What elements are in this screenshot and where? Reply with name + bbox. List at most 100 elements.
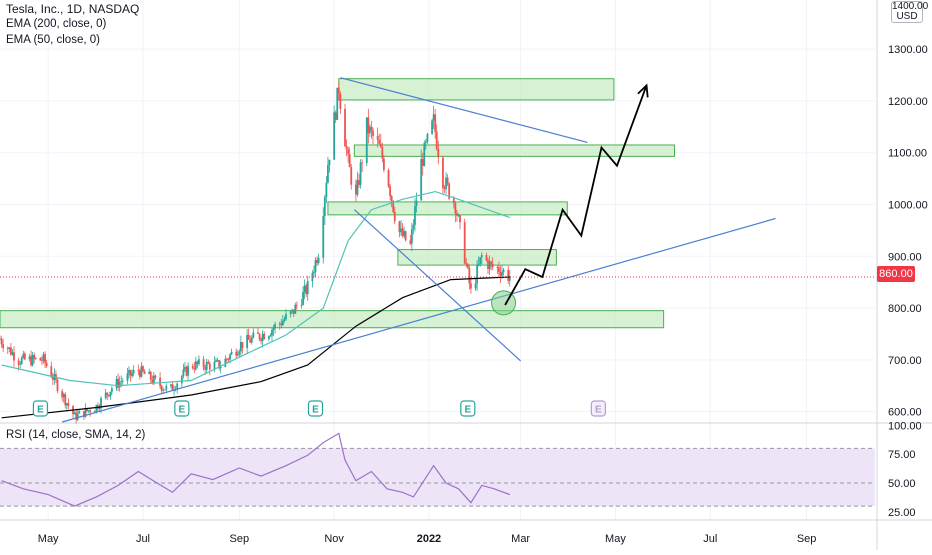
- candle-body: [131, 373, 134, 376]
- candle-body: [325, 182, 328, 198]
- earnings-marker: [32, 400, 49, 417]
- candle-body: [261, 333, 264, 341]
- rsi-tick-label: 25.00: [888, 507, 916, 519]
- ema50-line: [1, 190, 511, 387]
- x-tick-label: Jul: [136, 533, 150, 545]
- candle-body: [65, 403, 68, 406]
- rsi-line: [1, 432, 511, 507]
- candle-body: [344, 108, 346, 147]
- candle-body: [496, 266, 499, 268]
- candle-body: [28, 356, 31, 360]
- candle-body: [313, 271, 315, 274]
- candle-body: [465, 263, 468, 265]
- candle-body: [485, 254, 488, 261]
- candle-body: [41, 360, 43, 362]
- candle-body: [34, 357, 37, 359]
- candle-body: [9, 347, 12, 355]
- y-tick-label: 1300.00: [888, 44, 928, 56]
- candle-body: [434, 114, 437, 132]
- candle-body: [507, 269, 510, 281]
- candle-body: [67, 403, 70, 406]
- candle-body: [100, 398, 102, 409]
- x-tick-label: May: [38, 533, 59, 545]
- support-resistance-zone: [327, 201, 568, 216]
- candle-body: [368, 126, 371, 134]
- legend-ema50[interactable]: EMA (50, close, 0): [6, 34, 100, 46]
- support-resistance-zone: [0, 310, 665, 329]
- rsi-tick-label: 100.00: [888, 420, 922, 432]
- earnings-marker-label: E: [595, 405, 602, 416]
- candle-body: [44, 354, 46, 363]
- x-tick-label: Nov: [324, 533, 344, 545]
- candle-body: [448, 183, 451, 199]
- candle-body: [424, 141, 427, 144]
- candle-body: [294, 304, 297, 314]
- candle-body: [42, 354, 45, 361]
- candle-body: [62, 394, 65, 398]
- candle-body: [120, 381, 123, 383]
- current-price-tag: 860.00: [877, 266, 915, 282]
- candle-body: [30, 356, 32, 366]
- candle-body: [187, 365, 189, 376]
- y-tick-label: 1200.00: [888, 96, 928, 108]
- candle-body: [359, 162, 362, 185]
- candle-body: [202, 359, 205, 368]
- candle-body: [184, 366, 186, 370]
- candle-body: [196, 361, 199, 364]
- candle-body: [269, 335, 272, 337]
- candle-body: [412, 224, 415, 230]
- y-tick-label: 600.00: [888, 407, 922, 419]
- candle-body: [403, 231, 405, 237]
- y-tick-label: 700.00: [888, 355, 922, 367]
- candle-body: [86, 407, 88, 411]
- candle-body: [345, 146, 348, 150]
- currency-badge[interactable]: 1400.00 USD: [891, 1, 929, 23]
- candle-body: [442, 157, 444, 189]
- candle-body: [205, 361, 208, 370]
- x-tick-label: May: [605, 533, 626, 545]
- candle-body: [348, 154, 351, 168]
- candle-body: [328, 159, 331, 166]
- candle-body: [410, 229, 413, 244]
- support-resistance-zone: [338, 78, 615, 101]
- candle-body: [140, 366, 143, 377]
- candle-body: [61, 391, 64, 398]
- candle-body: [224, 358, 227, 367]
- candle-body: [355, 184, 357, 195]
- candle-body: [11, 352, 14, 355]
- legend-rsi[interactable]: RSI (14, close, SMA, 14, 2): [6, 429, 146, 441]
- candle-body: [143, 371, 146, 374]
- candle-body: [6, 348, 9, 350]
- partial-top-tick-label: 1400.00: [892, 1, 929, 12]
- legend-ema200[interactable]: EMA (200, close, 0): [6, 18, 107, 30]
- candle-body: [180, 376, 183, 384]
- earnings-marker-label: E: [312, 405, 319, 416]
- candle-body: [420, 159, 423, 201]
- candle-body: [358, 180, 360, 185]
- candle-body: [128, 370, 130, 374]
- candle-body: [137, 370, 140, 371]
- candle-body: [154, 375, 157, 378]
- candle-body: [117, 378, 120, 388]
- candle-body: [468, 267, 471, 284]
- earnings-marker: [590, 400, 606, 417]
- candle-body: [283, 319, 286, 322]
- candle-body: [109, 391, 112, 397]
- candle-body: [389, 186, 391, 196]
- candle-body: [76, 413, 79, 420]
- candle-body: [376, 135, 379, 140]
- candle-body: [257, 332, 259, 334]
- candle-body: [479, 257, 482, 264]
- candle-body: [336, 87, 339, 120]
- candle-body: [235, 351, 238, 356]
- candle-body: [260, 339, 263, 341]
- projection-arrowhead: [637, 83, 649, 98]
- candle-body: [480, 254, 483, 258]
- candle-body: [295, 304, 298, 306]
- candle-body: [292, 309, 295, 314]
- candle-body: [93, 411, 96, 413]
- candle-body: [470, 283, 472, 289]
- earnings-marker-label: E: [464, 405, 471, 416]
